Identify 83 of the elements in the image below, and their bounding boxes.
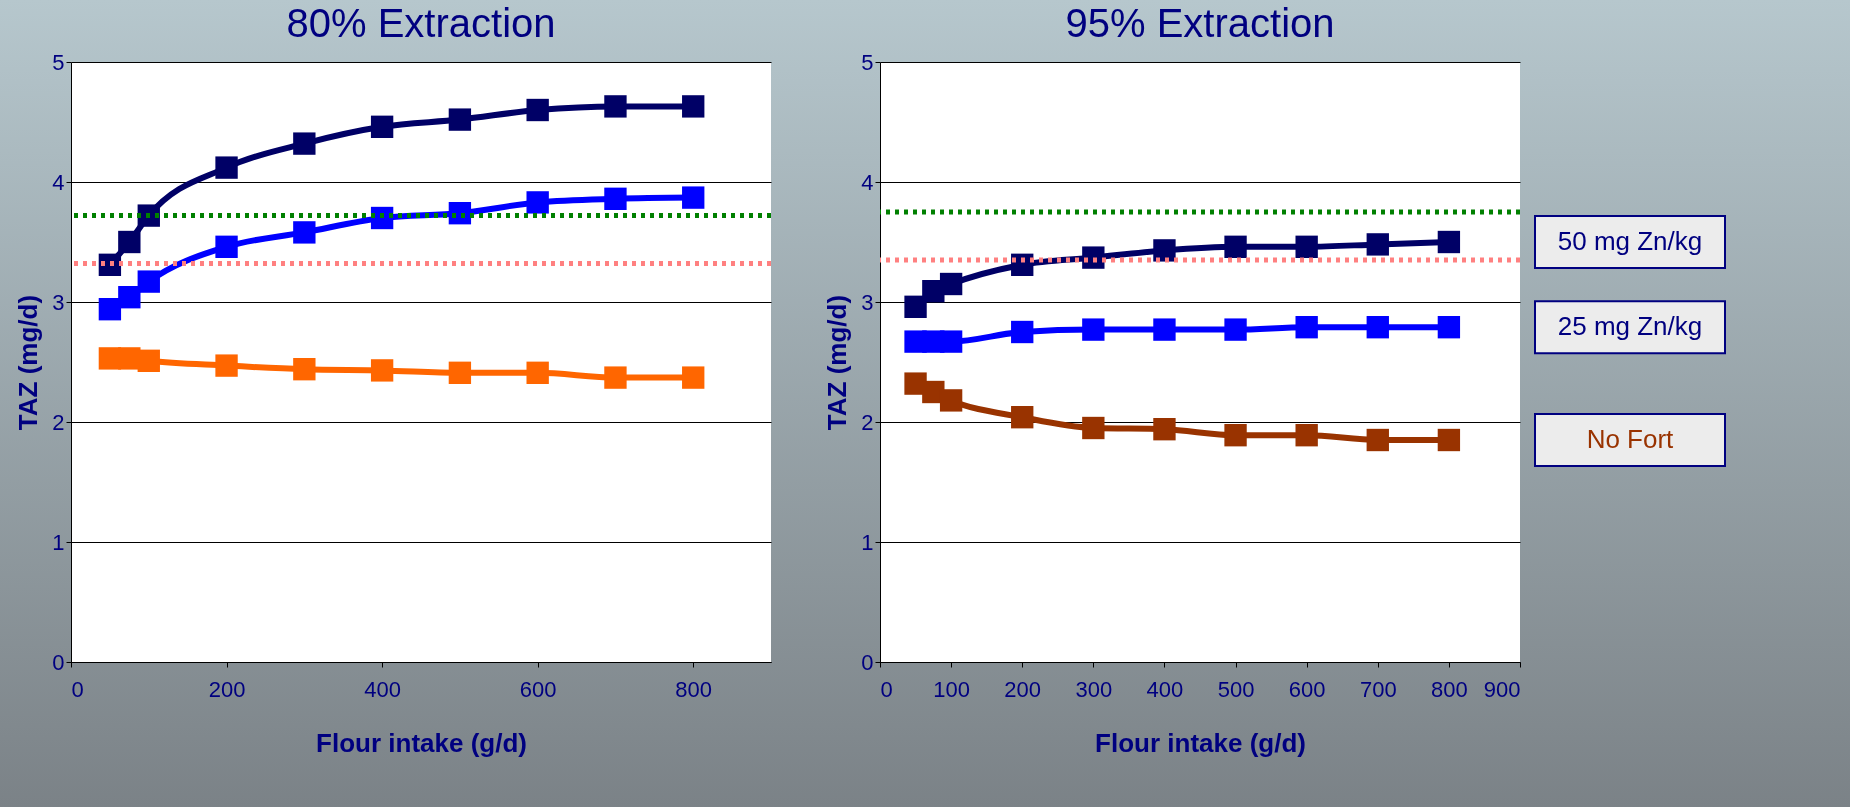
- x-tick-label: 0: [880, 676, 893, 702]
- x-tick-label: 100: [933, 676, 970, 702]
- chart-title: 80% Extraction: [286, 1, 556, 45]
- point: [682, 366, 705, 389]
- point: [904, 295, 927, 318]
- point: [1366, 428, 1389, 452]
- y-tick-label: 0: [52, 649, 65, 675]
- point: [293, 132, 316, 155]
- point: [1153, 318, 1176, 341]
- point: [1224, 318, 1247, 341]
- point: [1011, 406, 1034, 429]
- point: [939, 272, 963, 296]
- y-tick-label: 2: [861, 409, 874, 435]
- y-tick-label: 3: [52, 289, 65, 315]
- point: [1366, 233, 1389, 256]
- point: [682, 95, 705, 118]
- point: [137, 349, 160, 372]
- point: [370, 359, 394, 382]
- y-tick-label: 3: [861, 289, 874, 315]
- point: [604, 95, 627, 118]
- point: [1153, 418, 1176, 441]
- y-tick-label: 0: [861, 649, 874, 675]
- point: [215, 235, 238, 258]
- y-tick-label: 1: [861, 529, 874, 555]
- point: [98, 298, 122, 321]
- point: [526, 98, 549, 122]
- x-tick-label: 200: [208, 676, 246, 702]
- x-tick-label: 300: [1075, 676, 1113, 702]
- point: [939, 389, 963, 412]
- point: [1082, 416, 1105, 440]
- x-tick-label: 400: [364, 676, 401, 702]
- point: [1295, 316, 1318, 339]
- point: [1011, 320, 1034, 344]
- y-tick-label: 5: [52, 49, 65, 75]
- x-tick-label: 200: [1004, 676, 1042, 702]
- point: [1224, 424, 1247, 447]
- chart-title: 95% Extraction: [1065, 1, 1335, 45]
- x-tick-label: 600: [519, 676, 557, 702]
- point: [293, 221, 316, 244]
- x-tick-label: 500: [1217, 676, 1255, 702]
- point: [448, 361, 472, 384]
- x-tick-label: 900: [1483, 676, 1521, 702]
- point: [939, 330, 963, 353]
- y-tick-label: 5: [861, 49, 874, 75]
- x-tick-label: 800: [1431, 676, 1468, 702]
- point: [1437, 316, 1461, 339]
- point: [682, 186, 705, 209]
- x-tick-label: 400: [1146, 676, 1184, 702]
- y-tick-label: 4: [861, 169, 874, 195]
- text: No Fort: [1586, 424, 1675, 454]
- x-axis-title: Flour intake (g/d): [316, 727, 527, 758]
- point: [1295, 235, 1318, 258]
- point: [1366, 316, 1389, 339]
- point: [215, 354, 238, 377]
- text: 25 mg Zn/kg: [1557, 311, 1703, 342]
- point: [448, 108, 472, 131]
- x-tick-label: 700: [1359, 676, 1397, 702]
- point: [1224, 235, 1247, 258]
- point: [1153, 239, 1176, 262]
- point: [604, 187, 627, 210]
- point: [1437, 230, 1461, 254]
- point: [526, 191, 549, 214]
- x-tick-label: 800: [675, 676, 713, 702]
- x-tick-label: 0: [71, 676, 84, 702]
- point: [1295, 424, 1318, 447]
- point: [118, 286, 141, 309]
- point: [604, 366, 627, 389]
- text: 50 mg Zn/kg: [1557, 226, 1703, 256]
- point: [370, 115, 394, 138]
- point: [137, 270, 160, 293]
- point: [118, 230, 141, 254]
- x-axis-title: Flour intake (g/d): [1095, 727, 1306, 758]
- point: [526, 361, 549, 384]
- point: [215, 156, 238, 179]
- y-tick-label: 2: [52, 409, 65, 435]
- x-tick-label: 600: [1288, 676, 1326, 702]
- y-axis-title: TAZ (mg/d): [822, 294, 853, 431]
- point: [1437, 428, 1461, 452]
- point: [1082, 318, 1105, 341]
- y-axis-title: TAZ (mg/d): [13, 294, 44, 431]
- y-tick-label: 1: [52, 529, 65, 555]
- point: [293, 358, 316, 381]
- y-tick-label: 4: [52, 169, 65, 195]
